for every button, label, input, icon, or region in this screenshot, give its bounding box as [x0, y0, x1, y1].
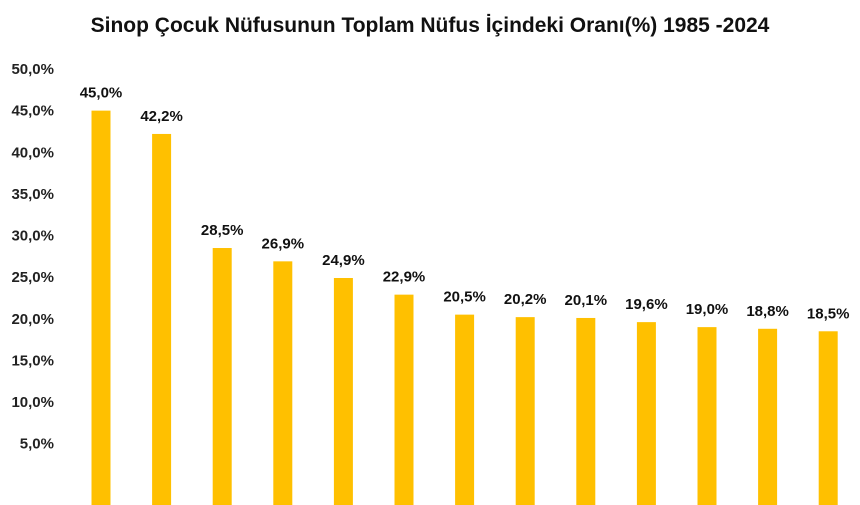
data-label: 19,6% — [625, 296, 668, 313]
bar — [333, 277, 353, 505]
bar — [394, 294, 414, 505]
y-tick-label: 30,0% — [11, 228, 54, 245]
data-label: 18,8% — [746, 303, 789, 320]
bar — [515, 317, 535, 505]
data-label: 20,5% — [443, 289, 486, 306]
bar — [455, 314, 475, 505]
bar — [576, 317, 596, 505]
bar — [212, 248, 232, 505]
y-tick-label: 10,0% — [11, 394, 54, 411]
y-tick-label: 35,0% — [11, 186, 54, 203]
data-label: 42,2% — [140, 108, 183, 125]
y-tick-label: 50,0% — [11, 61, 54, 78]
y-tick-label: 5,0% — [20, 436, 54, 453]
bar — [91, 110, 111, 505]
y-tick-label: 25,0% — [11, 269, 54, 286]
data-label: 18,5% — [807, 305, 850, 322]
y-tick-label: 15,0% — [11, 352, 54, 369]
data-label: 28,5% — [201, 222, 244, 239]
bar — [697, 327, 717, 505]
chart-title: Sinop Çocuk Nüfusunun Toplam Nüfus İçind… — [90, 14, 770, 37]
data-label: 26,9% — [262, 235, 305, 252]
data-label: 20,1% — [565, 292, 608, 309]
bar — [758, 328, 778, 505]
data-label: 20,2% — [504, 291, 547, 308]
data-label: 19,0% — [686, 301, 729, 318]
bar — [152, 133, 172, 505]
bar — [818, 331, 838, 505]
y-tick-label: 20,0% — [11, 311, 54, 328]
y-tick-label: 40,0% — [11, 144, 54, 161]
bar — [273, 261, 293, 505]
data-label: 22,9% — [383, 269, 426, 286]
data-label: 45,0% — [80, 85, 123, 102]
data-label: 24,9% — [322, 252, 365, 269]
y-tick-label: 45,0% — [11, 103, 54, 120]
bar — [636, 322, 656, 505]
